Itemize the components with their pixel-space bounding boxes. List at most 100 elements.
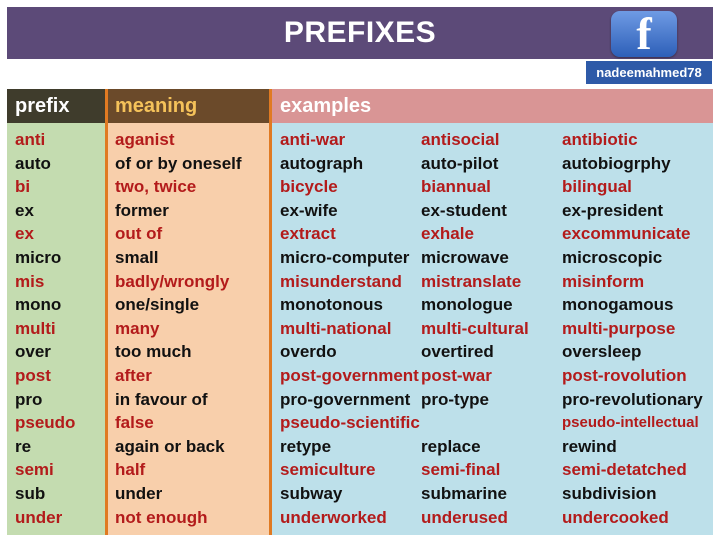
example-cell: subdivision <box>562 483 657 503</box>
table-row: anti aganist anti-war antisocial antibiotic <box>0 128 720 152</box>
example-cell: autograph <box>280 153 364 173</box>
example-cell: overdo <box>280 342 337 362</box>
example-cell: oversleep <box>562 342 642 362</box>
meaning-cell: too much <box>115 342 192 362</box>
example-cell: misunderstand <box>280 271 402 291</box>
table-row: multi many multi-national multi-cultural mul… <box>0 317 720 341</box>
example-cell: ex-wife <box>280 200 338 220</box>
example-cell: microscopic <box>562 247 663 267</box>
example-cell: ex-president <box>562 200 664 220</box>
table-row: bi two, twice bicycle biannual bilingual <box>0 175 720 199</box>
table-row: micro small micro-computer microwave microsc… <box>0 246 720 270</box>
table-row: auto of or by oneself autograph auto-pilot a… <box>0 152 720 176</box>
meaning-column <box>107 123 270 535</box>
meaning-cell: small <box>115 247 159 267</box>
prefix-cell: mono <box>15 295 62 315</box>
page-title: PREFIXES <box>283 16 437 49</box>
example-cell: post-rovolution <box>562 365 687 385</box>
table-row: over too much overdo overtired oversleep <box>0 340 720 364</box>
example-cell: monogamous <box>562 295 674 315</box>
example-cell: pro-government <box>280 389 411 409</box>
example-cell: post-government <box>280 365 419 385</box>
title-bar: PREFIXES <box>7 7 713 59</box>
example-cell: submarine <box>421 483 507 503</box>
prefix-cell: pro <box>15 389 43 409</box>
meaning-cell: false <box>115 413 154 433</box>
meaning-cell: again or back <box>115 436 225 456</box>
example-cell: antisocial <box>421 130 500 149</box>
example-cell: anti-war <box>280 130 346 149</box>
example-cell: extract <box>280 224 336 244</box>
example-cell: undercooked <box>562 507 669 527</box>
example-cell: underworked <box>280 507 387 527</box>
example-cell: overtired <box>421 342 494 362</box>
example-cell: pseudo-scientific <box>280 413 420 433</box>
example-cell: replace <box>421 436 481 456</box>
example-cell: mistranslate <box>421 271 522 291</box>
example-cell: rewind <box>562 436 617 456</box>
header-prefix: prefix <box>7 89 106 123</box>
prefix-cell: anti <box>15 130 46 149</box>
example-cell: semi-detatched <box>562 460 687 480</box>
meaning-cell: of or by oneself <box>115 153 242 173</box>
prefix-cell: mis <box>15 271 45 291</box>
facebook-logo-letter: f <box>636 11 652 57</box>
example-cell: bicycle <box>280 177 338 197</box>
meaning-cell: former <box>115 200 169 220</box>
example-cell: auto-pilot <box>421 153 499 173</box>
example-cell: excommunicate <box>562 224 691 244</box>
table-row: semi half semiculture semi-final semi-detatc… <box>0 458 720 482</box>
table-row: mis badly/wrongly misunderstand mistranslat… <box>0 270 720 294</box>
example-cell: misinform <box>562 271 645 291</box>
example-cell: antibiotic <box>562 130 638 149</box>
table-row: pseudo false pseudo-scientific pseudo-intel… <box>0 411 720 435</box>
example-cell: multi-purpose <box>562 318 676 338</box>
meaning-cell: badly/wrongly <box>115 271 230 291</box>
header-examples: examples <box>271 89 713 123</box>
example-cell: monologue <box>421 295 513 315</box>
example-cell: multi-national <box>280 318 392 338</box>
column-divider <box>105 89 108 535</box>
example-cell: semiculture <box>280 460 376 480</box>
meaning-cell: under <box>115 483 163 503</box>
facebook-logo-icon[interactable]: f <box>611 11 677 57</box>
prefix-column <box>7 123 106 535</box>
example-cell: pro-revolutionary <box>562 389 703 409</box>
column-divider <box>269 89 272 535</box>
table-row: pro in favour of pro-government pro-type pro… <box>0 388 720 412</box>
facebook-handle[interactable]: nadeemahmed78 <box>586 61 712 84</box>
example-cell: pro-type <box>421 389 489 409</box>
example-cell: retype <box>280 436 332 456</box>
example-cell: multi-cultural <box>421 318 529 338</box>
prefix-cell: over <box>15 342 51 362</box>
meaning-cell: half <box>115 460 146 480</box>
prefix-cell: multi <box>15 318 56 338</box>
prefix-cell: semi <box>15 460 54 480</box>
prefix-cell: ex <box>15 224 34 244</box>
example-cell: subway <box>280 483 343 503</box>
example-cell: microwave <box>421 247 509 267</box>
table-row: under not enough underworked underused under… <box>0 506 720 530</box>
prefix-cell: pseudo <box>15 413 76 433</box>
prefix-cell: under <box>15 507 63 527</box>
prefix-cell: bi <box>15 177 31 197</box>
header-meaning: meaning <box>107 89 270 123</box>
example-cell: underused <box>421 507 508 527</box>
prefix-cell: post <box>15 365 51 385</box>
meaning-cell: in favour of <box>115 389 208 409</box>
meaning-cell: after <box>115 365 152 385</box>
example-cell: post-war <box>421 365 492 385</box>
example-cell: semi-final <box>421 460 501 480</box>
meaning-cell: two, twice <box>115 177 197 197</box>
example-cell: micro-computer <box>280 247 410 267</box>
example-cell: ex-student <box>421 200 507 220</box>
prefix-cell: auto <box>15 153 51 173</box>
prefix-cell: micro <box>15 247 62 267</box>
meaning-cell: one/single <box>115 295 200 315</box>
prefix-cell: re <box>15 436 32 456</box>
table-row: sub under subway submarine subdivision <box>0 482 720 506</box>
meaning-cell: many <box>115 318 160 338</box>
prefix-table: anti aganist anti-war antisocial antibiotic a… <box>0 128 720 529</box>
prefix-cell: ex <box>15 200 34 220</box>
table-row: ex out of extract exhale excommunicate <box>0 222 720 246</box>
